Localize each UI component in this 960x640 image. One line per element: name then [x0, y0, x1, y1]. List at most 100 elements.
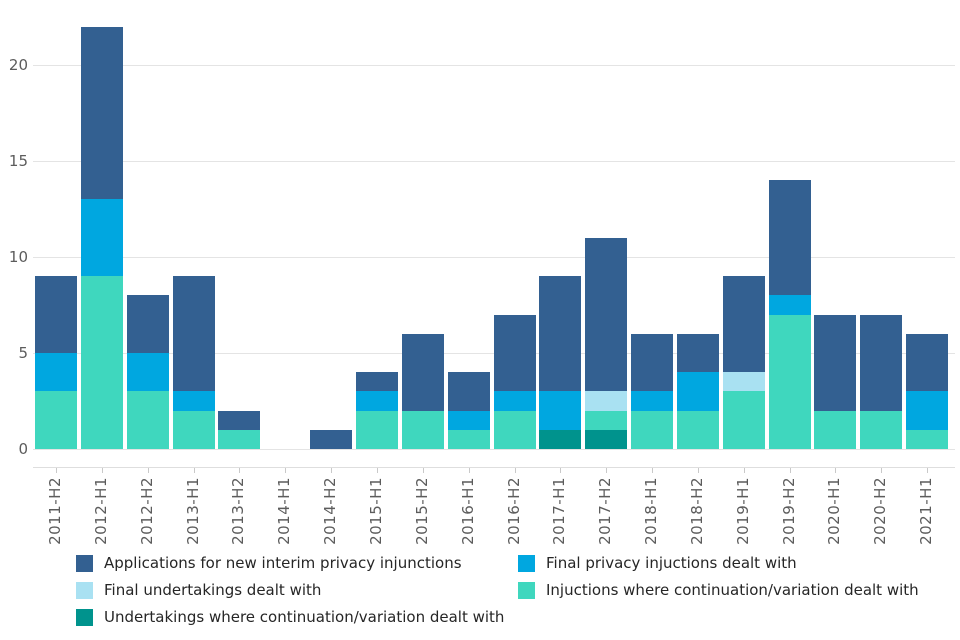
legend-swatch-final-privacy	[518, 555, 535, 572]
y-tick-label-0: 0	[18, 440, 28, 458]
x-tick-2013-H1	[194, 468, 195, 473]
bar-segment-2016-H1	[448, 372, 490, 411]
gridline-y15	[33, 161, 955, 162]
x-tick-2020-H2	[881, 468, 882, 473]
bar-segment-2019-H1	[723, 391, 765, 449]
x-tick-label-2020-H2: 2020-H2	[871, 477, 889, 545]
bar-segment-2012-H2	[127, 391, 169, 449]
legend-swatch-undertakings-continuation	[76, 609, 93, 626]
legend-item-undertakings-continuation: Undertakings where continuation/variatio…	[76, 609, 504, 626]
x-tick-2015-H2	[423, 468, 424, 473]
bar-segment-2019-H1	[723, 276, 765, 373]
x-tick-2016-H2	[515, 468, 516, 473]
x-tick-2019-H1	[744, 468, 745, 473]
bar-segment-2012-H2	[127, 353, 169, 392]
bar-segment-2020-H1	[814, 410, 856, 449]
bar-segment-2013-H1	[173, 410, 215, 449]
legend-label-final-privacy: Final privacy injuctions dealt with	[546, 554, 797, 572]
x-tick-label-2011-H2: 2011-H2	[46, 477, 64, 545]
bar-segment-2017-H2	[585, 429, 627, 449]
x-tick-label-2015-H1: 2015-H1	[367, 477, 385, 545]
x-tick-2012-H1	[102, 468, 103, 473]
gridline-y20	[33, 65, 955, 66]
legend-label-undertakings-continuation: Undertakings where continuation/variatio…	[104, 608, 505, 626]
bar-segment-2018-H1	[631, 410, 673, 449]
bar-segment-2018-H1	[631, 391, 673, 411]
x-tick-2016-H1	[469, 468, 470, 473]
bar-segment-2015-H1	[356, 372, 398, 392]
x-tick-label-2021-H1: 2021-H1	[917, 477, 935, 545]
x-tick-label-2018-H2: 2018-H2	[688, 477, 706, 545]
bar-segment-2011-H2	[35, 276, 77, 353]
bar-segment-2019-H2	[769, 314, 811, 449]
x-tick-label-2020-H1: 2020-H1	[825, 477, 843, 545]
bar-segment-2013-H1	[173, 391, 215, 411]
bar-segment-2018-H1	[631, 333, 673, 392]
bar-segment-2017-H2	[585, 410, 627, 430]
x-tick-2019-H2	[790, 468, 791, 473]
bar-segment-2012-H1	[81, 199, 123, 277]
legend-swatch-applications	[76, 555, 93, 572]
bar-segment-2018-H2	[677, 372, 719, 411]
legend-label-applications: Applications for new interim privacy inj…	[104, 554, 462, 572]
y-tick-label-5: 5	[18, 344, 28, 362]
bar-segment-2021-H1	[906, 333, 948, 392]
x-tick-2014-H1	[285, 468, 286, 473]
bar-segment-2020-H2	[860, 410, 902, 449]
bar-segment-2011-H2	[35, 353, 77, 392]
x-tick-label-2019-H2: 2019-H2	[780, 477, 798, 545]
bar-segment-2019-H2	[769, 295, 811, 315]
bar-segment-2014-H2	[310, 429, 352, 449]
y-tick-label-20: 20	[8, 56, 28, 74]
x-axis-line	[33, 467, 955, 468]
x-tick-2011-H2	[56, 468, 57, 473]
x-tick-label-2015-H2: 2015-H2	[413, 477, 431, 545]
x-tick-2020-H1	[835, 468, 836, 473]
bar-segment-2015-H1	[356, 391, 398, 411]
bar-segment-2015-H2	[402, 410, 444, 449]
bar-segment-2017-H2	[585, 391, 627, 411]
legend-swatch-injunctions-continuation	[518, 582, 535, 599]
bar-segment-2016-H2	[494, 391, 536, 411]
bar-segment-2012-H1	[81, 26, 123, 200]
bar-segment-2013-H2	[218, 429, 260, 449]
bar-segment-2017-H1	[539, 391, 581, 430]
bar-segment-2021-H1	[906, 391, 948, 430]
x-tick-2012-H2	[148, 468, 149, 473]
bar-segment-2012-H2	[127, 295, 169, 353]
bar-segment-2019-H1	[723, 372, 765, 392]
x-tick-label-2013-H2: 2013-H2	[229, 477, 247, 545]
legend-item-final-privacy: Final privacy injuctions dealt with	[518, 555, 919, 572]
bar-segment-2013-H2	[218, 410, 260, 430]
gridline-y0	[33, 449, 955, 450]
x-tick-2013-H2	[239, 468, 240, 473]
bar-segment-2016-H2	[494, 314, 536, 392]
x-tick-2017-H1	[560, 468, 561, 473]
legend-label-injunctions-continuation: Injuctions where continuation/variation …	[546, 581, 919, 599]
bar-segment-2011-H2	[35, 391, 77, 449]
bar-segment-2016-H2	[494, 410, 536, 449]
x-tick-2018-H2	[698, 468, 699, 473]
bar-segment-2015-H2	[402, 333, 444, 411]
legend-item-injunctions-continuation: Injuctions where continuation/variation …	[518, 582, 919, 599]
x-tick-label-2018-H1: 2018-H1	[642, 477, 660, 545]
bar-segment-2017-H2	[585, 237, 627, 392]
legend-column-left: Applications for new interim privacy inj…	[76, 555, 504, 626]
x-tick-label-2013-H1: 2013-H1	[184, 477, 202, 545]
x-tick-2015-H1	[377, 468, 378, 473]
gridline-y10	[33, 257, 955, 258]
x-tick-label-2014-H1: 2014-H1	[275, 477, 293, 545]
legend-label-final-undertakings: Final undertakings dealt with	[104, 581, 322, 599]
x-tick-label-2012-H1: 2012-H1	[92, 477, 110, 545]
bar-segment-2019-H2	[769, 180, 811, 296]
bar-segment-2018-H2	[677, 410, 719, 449]
bar-segment-2017-H1	[539, 276, 581, 392]
bar-segment-2021-H1	[906, 429, 948, 449]
bar-segment-2015-H1	[356, 410, 398, 449]
x-tick-2018-H1	[652, 468, 653, 473]
legend-item-final-undertakings: Final undertakings dealt with	[76, 582, 504, 599]
x-tick-label-2017-H1: 2017-H1	[550, 477, 568, 545]
bar-segment-2020-H1	[814, 314, 856, 411]
bar-segment-2012-H1	[81, 276, 123, 449]
x-tick-2017-H2	[606, 468, 607, 473]
